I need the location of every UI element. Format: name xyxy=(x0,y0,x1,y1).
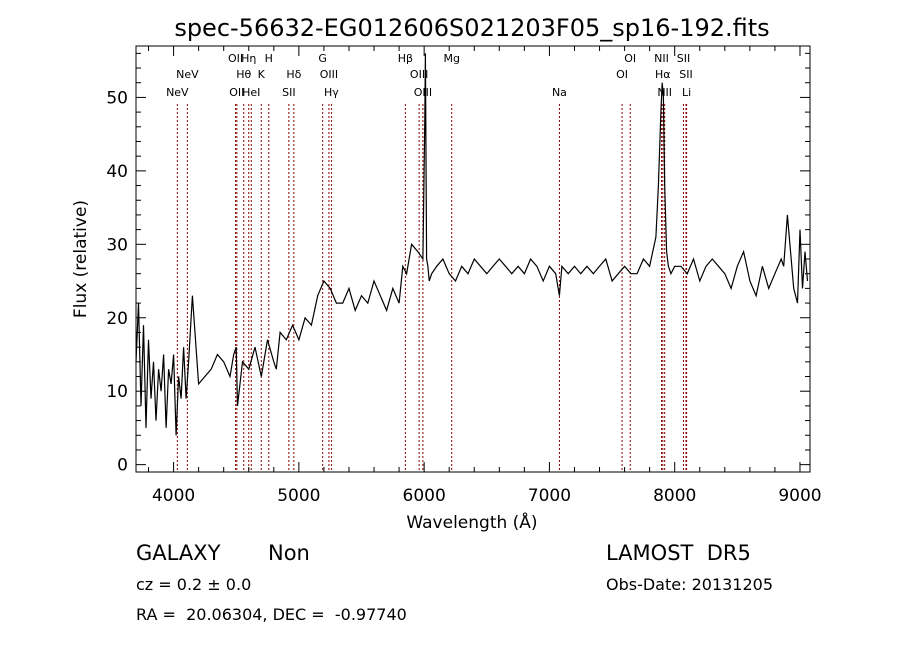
line-marker-label: Hδ xyxy=(286,68,301,81)
ra-dec: RA = 20.06304, DEC = -0.97740 xyxy=(136,605,407,624)
line-marker-label: OIII xyxy=(320,68,338,81)
y-tick-label: 30 xyxy=(106,235,128,255)
line-marker-label: Mg xyxy=(443,52,459,65)
x-tick-label: 9000 xyxy=(778,486,821,506)
line-marker-label: Na xyxy=(552,86,567,99)
line-marker-label: Hθ xyxy=(236,68,251,81)
y-tick-label: 50 xyxy=(106,88,128,108)
line-marker-label: HeI xyxy=(242,86,260,99)
line-marker-label: OI xyxy=(616,68,628,81)
x-tick-label: 7000 xyxy=(528,486,571,506)
line-marker-label: Hη xyxy=(241,52,256,65)
line-marker-label: OII xyxy=(229,86,244,99)
y-tick-label: 40 xyxy=(106,162,128,182)
x-tick-label: 4000 xyxy=(152,486,195,506)
y-tick-label: 20 xyxy=(106,309,128,329)
line-marker-label: OIII xyxy=(414,86,432,99)
line-marker-label: NeV xyxy=(176,68,199,81)
survey-name: LAMOST DR5 xyxy=(606,541,751,565)
observation-date: Obs-Date: 20131205 xyxy=(606,575,774,594)
chart-title: spec-56632-EG012606S021203F05_sp16-192.f… xyxy=(174,14,769,42)
line-marker-label: SII xyxy=(679,68,692,81)
line-marker-label: Li xyxy=(682,86,691,99)
object-class: GALAXY xyxy=(136,541,221,565)
y-axis-ticks: 0 10 20 30 40 50 xyxy=(106,52,810,476)
line-marker-label: NII xyxy=(657,86,672,99)
line-marker-label: OII xyxy=(228,52,243,65)
y-tick-label: 0 xyxy=(117,456,128,476)
object-subclass: Non xyxy=(268,541,310,565)
line-marker-label: NeV xyxy=(166,86,189,99)
line-marker-label: G xyxy=(318,52,327,65)
line-marker-labels: NeV NeV OII OII Hθ Hη HeI KH SII Hδ G OIII Hγ Hβ OIII O… xyxy=(166,52,693,99)
line-marker-label: SII xyxy=(677,52,690,65)
line-marker-label: Hα xyxy=(655,68,671,81)
y-axis-label: Flux (relative) xyxy=(71,200,91,318)
line-marker-label: SII xyxy=(282,86,295,99)
line-marker-label: Hγ xyxy=(324,86,339,99)
x-axis-label: Wavelength (Å) xyxy=(406,511,537,533)
line-marker-label: OI xyxy=(624,52,636,65)
x-tick-label: 5000 xyxy=(277,486,320,506)
x-axis-ticks: 4000 5000 6000 7000 8000 9000 xyxy=(148,46,822,506)
line-marker-label: Hβ xyxy=(398,52,413,65)
line-marker-label: OIII xyxy=(410,68,428,81)
spectrum-line xyxy=(135,53,809,436)
line-marker-label: H xyxy=(265,52,273,65)
line-markers xyxy=(176,104,688,472)
y-tick-label: 10 xyxy=(106,382,128,402)
line-marker-label: NII xyxy=(654,52,669,65)
x-tick-label: 6000 xyxy=(403,486,446,506)
line-marker-label: K xyxy=(258,68,266,81)
redshift-cz: cz = 0.2 ± 0.0 xyxy=(136,575,252,594)
x-tick-label: 8000 xyxy=(653,486,696,506)
